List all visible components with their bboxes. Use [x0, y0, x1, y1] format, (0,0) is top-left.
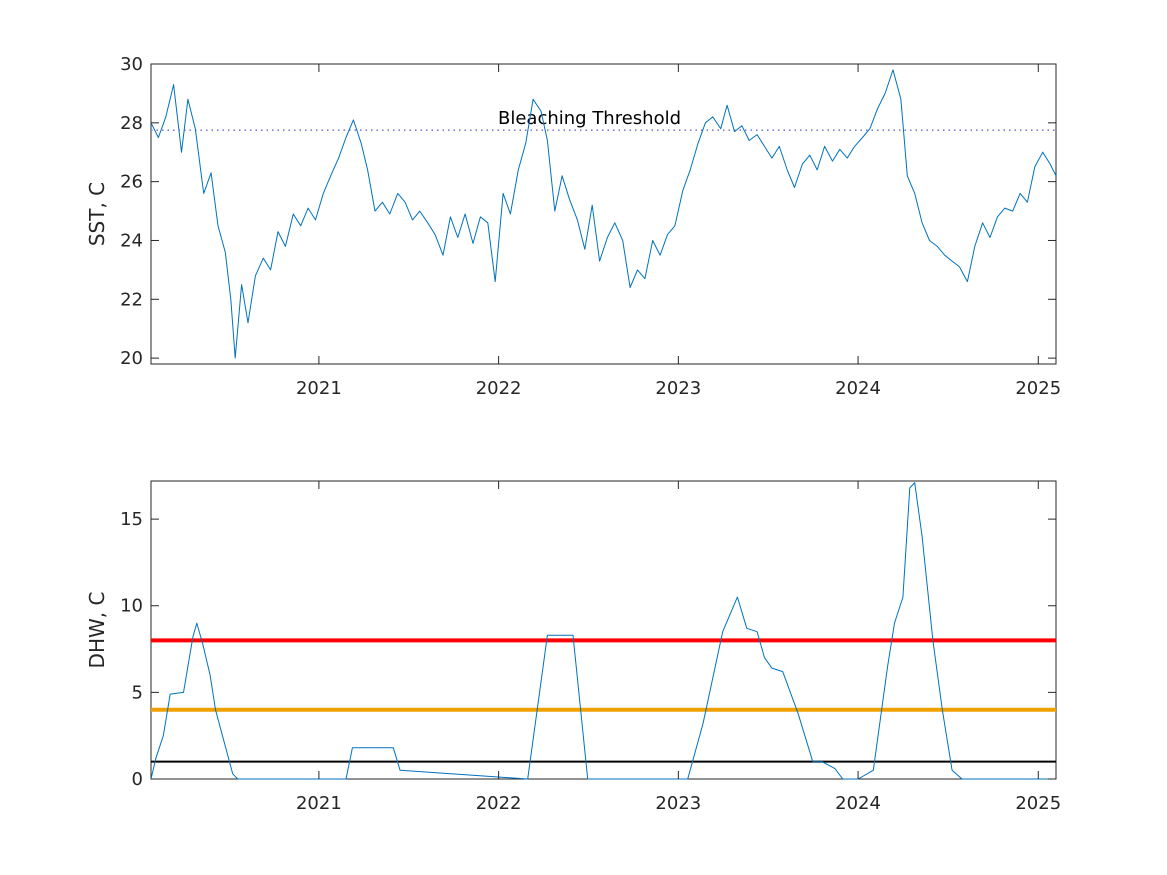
sst-x-tick-label: 2021: [296, 378, 342, 399]
sst-x-tick-label: 2024: [835, 378, 881, 399]
sst-x-tick-label: 2022: [476, 378, 522, 399]
dhw-y-tick-label: 10: [120, 596, 143, 617]
sst-x-tick-label: 2025: [1015, 378, 1061, 399]
dhw-y-tick-label: 5: [132, 682, 143, 703]
sst-y-tick-label: 22: [120, 289, 143, 310]
dhw-x-tick-label: 2021: [296, 793, 342, 814]
sst-y-tick-label: 24: [120, 230, 143, 251]
dhw-x-tick-label: 2022: [476, 793, 522, 814]
sst-x-tick-label: 2023: [655, 378, 701, 399]
sst-threshold-label: Bleaching Threshold: [498, 108, 681, 129]
dhw-y-axis-label: DHW, C: [85, 592, 109, 669]
dhw-series-line-0: [150, 482, 1056, 780]
sst-series-line-0: [150, 69, 1057, 359]
dhw-x-tick-label: 2024: [835, 793, 881, 814]
dhw-x-tick-label: 2023: [655, 793, 701, 814]
dhw-panel: 2021 2022 2023 2024 2025 0 5 10 15 DHW, C: [85, 480, 1061, 814]
sst-y-tick-label: 30: [120, 54, 143, 75]
sst-y-tick-label: 28: [120, 113, 143, 134]
sst-y-tick-label: 26: [120, 172, 143, 193]
dhw-y-tick-label: 15: [120, 509, 143, 530]
dhw-x-tick-label: 2025: [1015, 793, 1061, 814]
sst-y-axis-label: SST, C: [85, 182, 109, 246]
sst-y-tick-label: 20: [120, 348, 143, 369]
dhw-y-tick-label: 0: [132, 769, 143, 790]
sst-axes-box: [150, 63, 1057, 365]
